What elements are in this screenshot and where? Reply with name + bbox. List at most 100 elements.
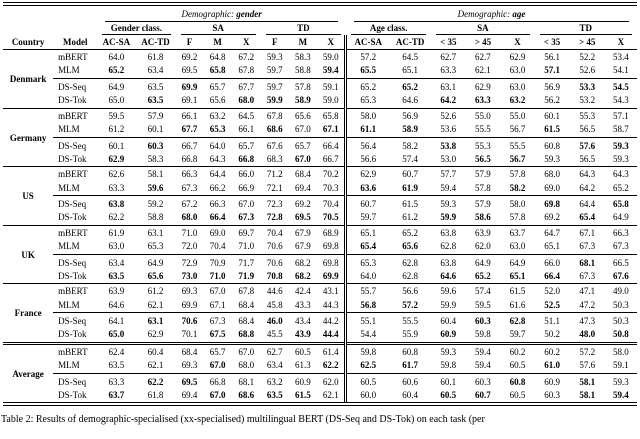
value-cell: 62.9 bbox=[500, 49, 535, 64]
table-row: DS-Tok 62.2 58.8 68.0 66.4 67.3 72.8 69.5 70.5 59… bbox=[3, 210, 637, 226]
value-cell: 55.7 bbox=[344, 283, 390, 299]
value-cell: 66.4 bbox=[544, 270, 560, 281]
value-cell: 68.4 bbox=[238, 299, 255, 310]
value-cell: 59.8 bbox=[475, 329, 491, 340]
value-cell: 55.1 bbox=[344, 312, 390, 328]
value-cell: 58.6 bbox=[475, 212, 491, 223]
value-cell: 59.7 bbox=[260, 78, 289, 94]
value-cell: 59.6 bbox=[147, 182, 164, 193]
value-cell: 60.8 bbox=[389, 341, 432, 359]
value-cell: 68.0 bbox=[238, 360, 255, 371]
value-cell: 65.8 bbox=[209, 65, 226, 76]
value-cell: 59.7 bbox=[266, 65, 283, 76]
value-cell: 68.6 bbox=[238, 389, 255, 400]
value-cell: 57.1 bbox=[544, 65, 560, 76]
value-cell: 60.4 bbox=[135, 341, 176, 359]
value-cell: 64.9 bbox=[135, 253, 176, 270]
table-row: Denmark mBERT 64.0 61.8 69.2 64.8 67.2 59.3 58.3… bbox=[3, 49, 637, 109]
value-cell: 66.0 bbox=[534, 253, 570, 270]
value-cell: 62.8 bbox=[389, 253, 432, 270]
header-row-tasks: Gender class. SA TD Age class. SA TD bbox=[3, 22, 637, 35]
value-cell: 59.7 bbox=[344, 210, 390, 226]
value-cell: 60.2 bbox=[534, 341, 570, 359]
value-cell: 66.0 bbox=[231, 166, 261, 181]
value-cell: 60.8 bbox=[500, 373, 535, 389]
value-cell: 64.3 bbox=[569, 166, 605, 181]
demographic-age-header: Demographic: age bbox=[346, 4, 637, 22]
value-cell: 56.6 bbox=[389, 283, 432, 299]
value-cell: 43.3 bbox=[294, 299, 311, 310]
value-cell: 65.2 bbox=[389, 78, 432, 94]
value-cell: 65.3 bbox=[344, 253, 390, 270]
model-label: DS-Seq bbox=[53, 373, 98, 389]
value-cell: 47.1 bbox=[569, 283, 605, 299]
value-cell: 61.9 bbox=[402, 182, 419, 193]
value-cell: 62.5 bbox=[344, 358, 390, 374]
value-cell: 54.4 bbox=[344, 327, 390, 344]
value-cell: 71.2 bbox=[260, 166, 289, 181]
value-cell: 61.5 bbox=[294, 389, 311, 400]
value-cell: 69.8 bbox=[534, 195, 570, 211]
value-cell: 69.8 bbox=[316, 253, 346, 270]
value-cell: 66.7 bbox=[175, 136, 204, 153]
value-cell: 65.3 bbox=[344, 93, 390, 109]
value-cell: 55.3 bbox=[569, 107, 605, 123]
value-cell: 53.3 bbox=[569, 78, 605, 94]
value-cell: 62.2 bbox=[322, 360, 339, 371]
value-cell: 63.5 bbox=[108, 360, 125, 371]
value-cell: 62.8 bbox=[402, 270, 419, 281]
value-cell: 55.3 bbox=[465, 136, 501, 153]
header-spacer bbox=[3, 4, 97, 22]
value-cell: 70.4 bbox=[316, 195, 346, 211]
value-cell: 58.3 bbox=[288, 49, 317, 64]
model-label: DS-Tok bbox=[58, 270, 87, 281]
value-cell: 58.7 bbox=[613, 124, 629, 135]
value-cell: 59.5 bbox=[97, 107, 136, 123]
table-row: MLM 61.2 60.1 67.7 65.3 66.1 68.6 67.0 67.1 61.1 5… bbox=[3, 122, 637, 138]
value-cell: 64.9 bbox=[97, 78, 136, 94]
age-sa-header: SA bbox=[431, 22, 534, 35]
value-cell: 64.4 bbox=[203, 166, 232, 181]
value-cell: 67.1 bbox=[322, 124, 339, 135]
value-cell: 43.9 bbox=[294, 329, 311, 340]
value-cell: 69.2 bbox=[544, 212, 560, 223]
value-cell: 69.1 bbox=[181, 95, 198, 106]
model-label: DS-Tok bbox=[58, 329, 87, 340]
value-cell: 60.3 bbox=[135, 136, 176, 153]
value-cell: 69.4 bbox=[181, 389, 198, 400]
table-row: Average mBERT 62.4 60.4 68.4 65.7 67.0 62.7 60.5… bbox=[3, 341, 637, 405]
value-cell: 55.5 bbox=[475, 124, 491, 135]
value-cell: 65.1 bbox=[509, 270, 526, 281]
value-cell: 59.8 bbox=[440, 360, 457, 371]
value-cell: 68.0 bbox=[534, 166, 570, 181]
value-cell: 45.8 bbox=[266, 299, 283, 310]
value-cell: 52.6 bbox=[431, 107, 466, 123]
value-cell: 60.0 bbox=[344, 388, 390, 405]
col-header-age-sa-x: X bbox=[500, 35, 535, 51]
value-cell: 66.8 bbox=[181, 153, 198, 164]
value-cell: 59.3 bbox=[604, 373, 637, 389]
value-cell: 64.9 bbox=[465, 253, 501, 270]
value-cell: 70.4 bbox=[260, 224, 289, 240]
value-cell: 72.3 bbox=[260, 195, 289, 211]
gender-sa-header: SA bbox=[176, 22, 261, 35]
value-cell: 54.3 bbox=[613, 95, 629, 106]
value-cell: 58.1 bbox=[569, 373, 605, 389]
model-label: MLM bbox=[58, 241, 80, 252]
table-caption: Table 2: Results of demographic-speciali… bbox=[1, 414, 485, 426]
value-cell: 59.3 bbox=[431, 341, 466, 359]
value-cell: 63.2 bbox=[203, 107, 232, 123]
value-cell: 61.8 bbox=[147, 389, 164, 400]
value-cell: 68.9 bbox=[316, 224, 346, 240]
value-cell: 65.7 bbox=[231, 136, 261, 153]
value-cell: 65.5 bbox=[344, 63, 390, 79]
value-cell: 56.2 bbox=[544, 95, 560, 106]
value-cell: 65.3 bbox=[147, 241, 164, 252]
value-cell: 53.4 bbox=[604, 49, 637, 64]
value-cell: 66.1 bbox=[175, 107, 204, 123]
value-cell: 66.3 bbox=[175, 166, 204, 181]
value-cell: 61.5 bbox=[544, 124, 560, 135]
value-cell: 63.9 bbox=[465, 224, 501, 240]
value-cell: 67.0 bbox=[203, 283, 232, 299]
table-row: DS-Seq 60.1 60.3 66.7 64.0 65.7 67.6 65.7 66.4 56… bbox=[3, 136, 637, 153]
